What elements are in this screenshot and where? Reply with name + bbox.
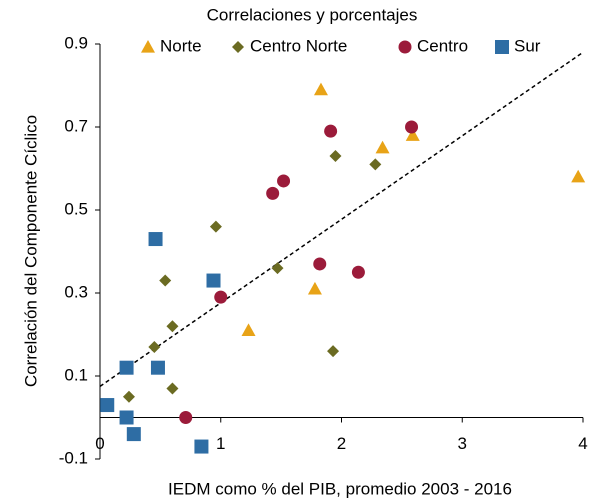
point xyxy=(148,340,161,353)
legend-marker xyxy=(141,40,155,53)
legend-label: Centro xyxy=(417,36,468,55)
point xyxy=(148,232,163,247)
point xyxy=(119,410,134,425)
chart-title: Correlaciones y porcentajes xyxy=(207,5,418,24)
point xyxy=(571,169,586,183)
x-tick-label: 2 xyxy=(337,434,346,453)
legend-label: Sur xyxy=(514,36,541,55)
legend-label: Norte xyxy=(160,36,202,55)
x-tick-label: 3 xyxy=(458,434,467,453)
y-tick-label: 0.9 xyxy=(64,33,88,52)
y-tick-label: -0.1 xyxy=(59,448,88,467)
point xyxy=(266,186,280,200)
x-tick-label: 1 xyxy=(216,434,225,453)
point xyxy=(179,411,193,424)
point xyxy=(307,281,322,295)
y-tick-label: 0.1 xyxy=(64,365,88,384)
point xyxy=(329,150,342,163)
point xyxy=(327,345,340,358)
point xyxy=(241,323,256,336)
point xyxy=(100,398,115,413)
point xyxy=(313,82,328,96)
y-tick-label: 0.5 xyxy=(64,199,88,218)
point xyxy=(271,262,284,275)
point xyxy=(119,360,134,375)
y-tick-label: 0.3 xyxy=(64,282,88,301)
point xyxy=(324,124,338,138)
trendline xyxy=(99,51,584,387)
point xyxy=(194,439,209,454)
legend-marker xyxy=(495,40,509,54)
legend-label: Centro Norte xyxy=(250,36,347,55)
point xyxy=(405,120,419,134)
point xyxy=(166,320,179,333)
point xyxy=(277,174,291,188)
y-axis-title: Correlación del Componente Cíclico xyxy=(21,115,40,387)
legend-marker xyxy=(398,40,412,54)
point xyxy=(159,274,172,287)
point xyxy=(126,427,141,442)
point xyxy=(209,220,222,233)
legend-marker xyxy=(232,41,244,53)
point xyxy=(405,128,420,141)
point xyxy=(375,140,390,154)
point xyxy=(351,265,365,279)
point xyxy=(369,158,382,171)
point xyxy=(206,273,221,288)
x-tick-label: 0 xyxy=(95,434,104,453)
point xyxy=(166,382,179,395)
x-axis-title: IEDM como % del PIB, promedio 2003 - 201… xyxy=(168,479,512,498)
point xyxy=(214,290,228,304)
point xyxy=(122,390,135,403)
y-tick-label: 0.7 xyxy=(64,116,88,135)
point xyxy=(313,257,327,271)
point xyxy=(150,360,165,375)
x-tick-label: 4 xyxy=(578,434,587,453)
